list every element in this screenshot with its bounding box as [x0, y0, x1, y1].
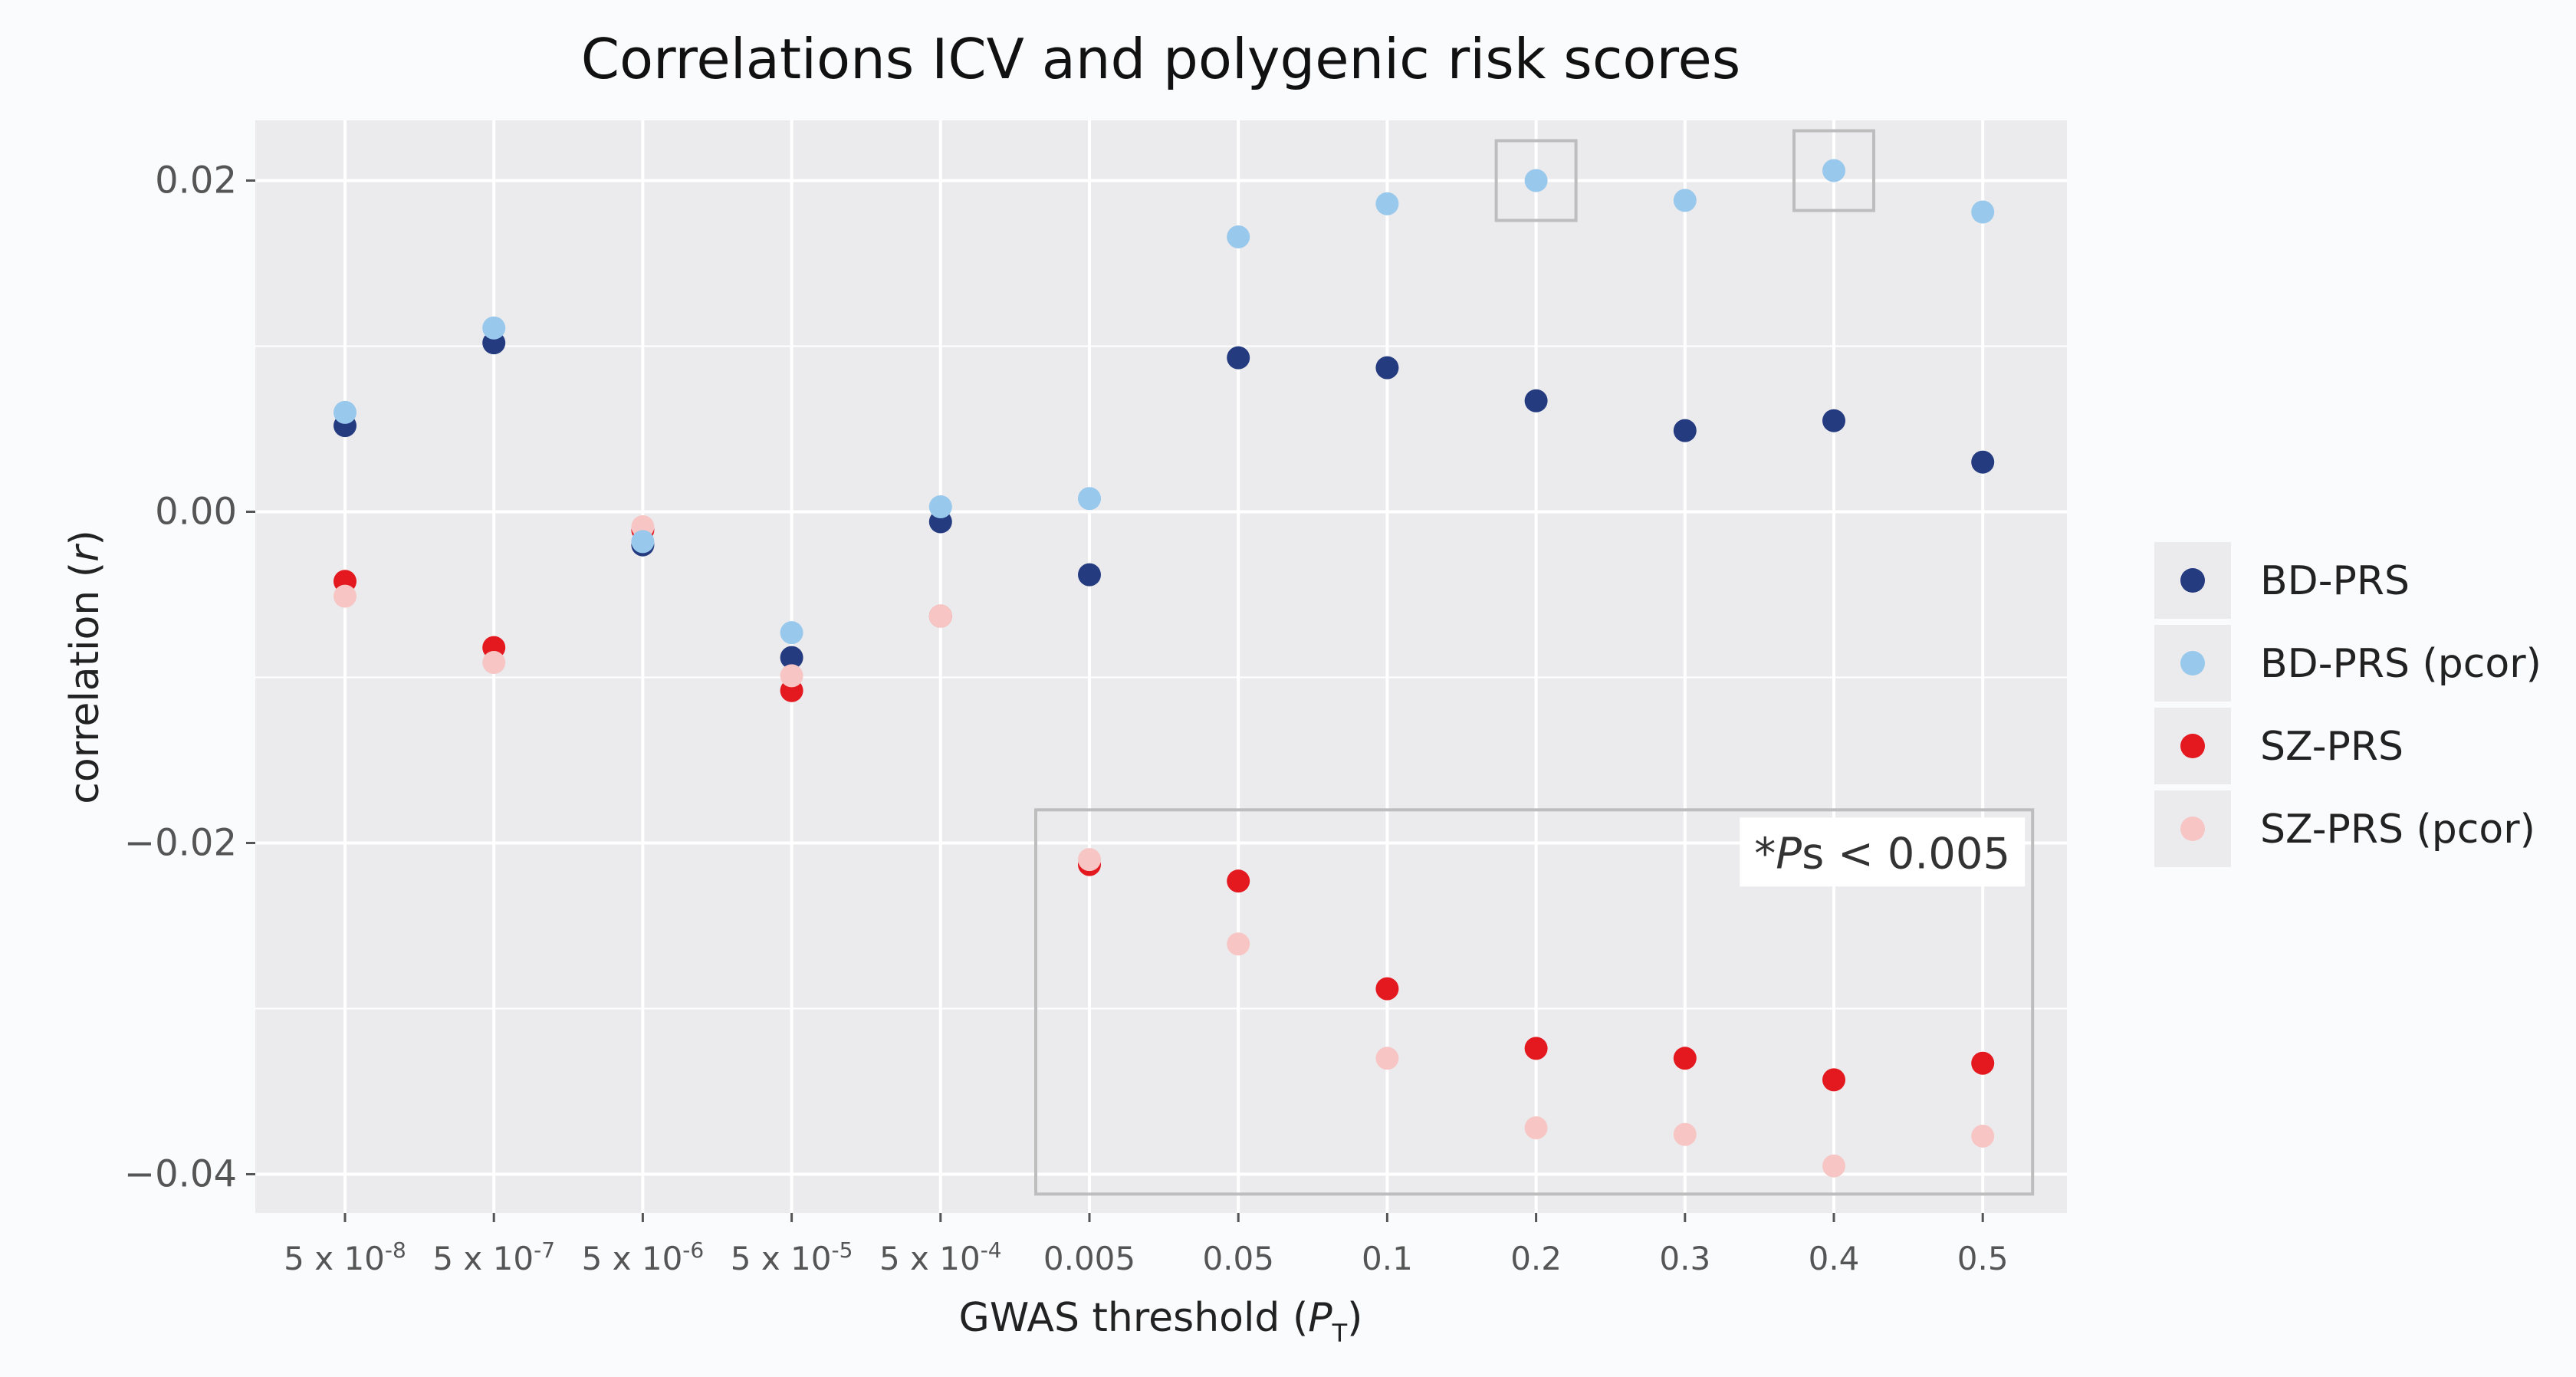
point-sz-prs-pcor: [1971, 1124, 1995, 1148]
point-bd-prs-pcor: [1822, 159, 1845, 182]
legend-marker-sz-prs: [2180, 734, 2205, 758]
significance-annotation: *Ps < 0.005: [1754, 829, 2010, 879]
y-tick-label: −0.04: [124, 1153, 237, 1196]
x-tick-label: 0.005: [1043, 1240, 1135, 1277]
point-sz-prs-pcor: [1524, 1116, 1548, 1140]
point-sz-prs-pcor: [1078, 848, 1101, 872]
point-bd-prs: [1673, 419, 1697, 442]
point-sz-prs: [1971, 1051, 1995, 1075]
x-tick-label: 5 x 10-4: [879, 1237, 1002, 1277]
point-sz-prs-pcor: [1227, 932, 1250, 956]
point-sz-prs-pcor: [928, 604, 952, 628]
x-tick-label: 5 x 10-8: [284, 1237, 406, 1277]
significance-region-box: [1034, 808, 2035, 1196]
point-bd-prs: [1078, 563, 1101, 587]
highlight-layer: [1034, 129, 2035, 1196]
legend-marker-bd-prs-pcor: [2180, 651, 2205, 675]
y-tick-label: 0.00: [155, 491, 237, 534]
point-bd-prs: [1375, 356, 1399, 380]
point-sz-prs: [1673, 1047, 1697, 1070]
annotation-box: [1740, 817, 2026, 887]
point-sz-prs-pcor: [1673, 1122, 1697, 1146]
x-tick-label: 0.05: [1202, 1240, 1274, 1277]
point-bd-prs-pcor: [631, 530, 655, 554]
annotation-layer: *Ps < 0.005: [1740, 817, 2026, 887]
point-bd-prs-pcor: [1078, 487, 1101, 511]
point-sz-prs: [1524, 1037, 1548, 1060]
x-tick-label: 5 x 10-6: [582, 1237, 705, 1277]
y-tick-label: −0.02: [124, 822, 237, 865]
point-sz-prs-pcor: [780, 664, 803, 688]
x-axis-ticks: 5 x 10-8 5 x 10-7 5 x 10-6 5 x 10-5 5 x 10-4…: [284, 1213, 2009, 1277]
point-sz-prs: [1822, 1068, 1845, 1092]
x-tick-label: 5 x 10-7: [432, 1237, 555, 1277]
x-tick-label: 0.1: [1362, 1240, 1413, 1277]
x-tick-label: 0.3: [1659, 1240, 1710, 1277]
point-bd-prs-pcor: [780, 621, 803, 645]
point-bd-prs-pcor: [1227, 225, 1250, 248]
legend-label-sz-prs: SZ-PRS: [2260, 724, 2404, 770]
point-bd-prs-pcor: [1524, 169, 1548, 192]
point-bd-prs: [780, 646, 803, 669]
y-tick-label: 0.02: [155, 159, 237, 202]
legend-marker-sz-prs-pcor: [2180, 817, 2205, 841]
point-bd-prs-pcor: [1673, 189, 1697, 212]
plot-panel: [255, 120, 2067, 1213]
legend-label-bd-prs-pcor: BD-PRS (pcor): [2260, 641, 2542, 687]
point-sz-prs-pcor: [1822, 1154, 1845, 1178]
point-bd-prs: [1822, 409, 1845, 432]
legend-label-bd-prs: BD-PRS: [2260, 558, 2410, 604]
point-bd-prs-pcor: [482, 316, 506, 340]
legend: BD-PRS BD-PRS (pcor) SZ-PRS SZ-PRS (pcor): [2154, 542, 2542, 867]
point-sz-prs: [1227, 869, 1250, 893]
point-sz-prs-pcor: [1375, 1047, 1399, 1070]
point-bd-prs-pcor: [1375, 192, 1399, 215]
x-tick-label: 0.2: [1510, 1240, 1562, 1277]
points-layer: [334, 159, 1995, 1178]
highlighted-point-box: [1494, 139, 1578, 222]
legend-marker-bd-prs: [2180, 568, 2205, 593]
x-tick-label: 0.5: [1957, 1240, 2009, 1277]
point-sz-prs: [1375, 977, 1399, 1001]
axis-labels: GWAS threshold (PT) correlation (r): [62, 530, 1362, 1348]
point-bd-prs-pcor: [1971, 200, 1995, 224]
x-tick-label: 0.4: [1809, 1240, 1860, 1277]
x-tick-label: 5 x 10-5: [731, 1237, 853, 1277]
highlighted-point-box: [1792, 129, 1875, 212]
point-bd-prs-pcor: [928, 495, 952, 519]
point-sz-prs-pcor: [334, 584, 356, 608]
point-bd-prs: [1524, 389, 1548, 412]
y-axis-label: correlation (r): [62, 530, 108, 804]
legend-label-sz-prs-pcor: SZ-PRS (pcor): [2260, 807, 2535, 853]
y-axis-ticks: 0.02 0.00 −0.02 −0.04: [124, 159, 255, 1196]
x-axis-label: GWAS threshold (PT): [959, 1295, 1363, 1348]
point-bd-prs-pcor: [334, 400, 356, 424]
point-sz-prs-pcor: [482, 651, 506, 675]
point-bd-prs: [1227, 346, 1250, 370]
chart-title: Correlations ICV and polygenic risk scor…: [581, 27, 1741, 91]
point-bd-prs: [1971, 450, 1995, 474]
grid-layer: [255, 120, 2067, 1213]
